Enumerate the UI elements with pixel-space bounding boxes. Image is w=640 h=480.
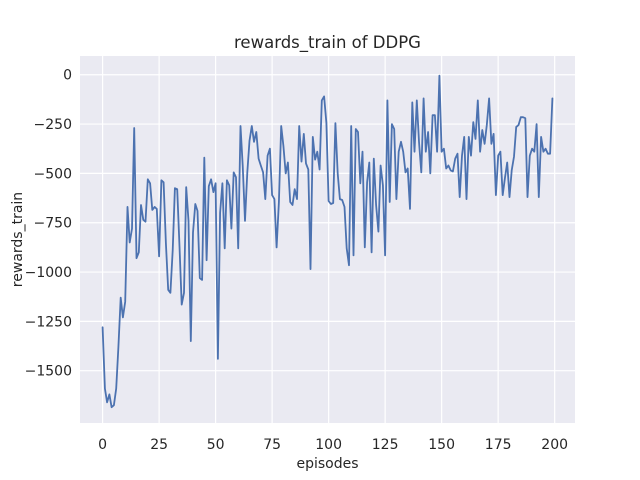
x-tick-label: 100 [315,437,342,453]
y-tick-label: −1250 [25,314,72,330]
y-axis-label: rewards_train [10,192,26,287]
x-axis-label: episodes [296,456,358,472]
y-tick-label: −1500 [25,364,72,380]
tick-labels: 0 25 50 75 100 125 150 175 200 0 −250 −500 −750 −1000… [25,68,568,453]
y-tick-label: −250 [34,117,72,133]
x-tick-label: 200 [541,437,568,453]
x-tick-label: 50 [207,437,225,453]
y-tick-label: 0 [63,68,72,84]
x-tick-label: 75 [263,437,281,453]
reward-line [101,74,554,409]
x-tick-label: 175 [485,437,512,453]
y-tick-label: −750 [34,216,72,232]
y-tick-label: −1000 [25,265,72,281]
x-tick-label: 125 [372,437,399,453]
plot-background [80,56,575,423]
y-tick-label: −500 [34,166,72,182]
series-line [101,74,554,409]
chart-title: rewards_train of DDPG [234,33,421,53]
axes-area [80,56,575,423]
x-tick-label: 25 [150,437,168,453]
x-tick-label: 150 [428,437,455,453]
x-tick-label: 0 [98,437,107,453]
